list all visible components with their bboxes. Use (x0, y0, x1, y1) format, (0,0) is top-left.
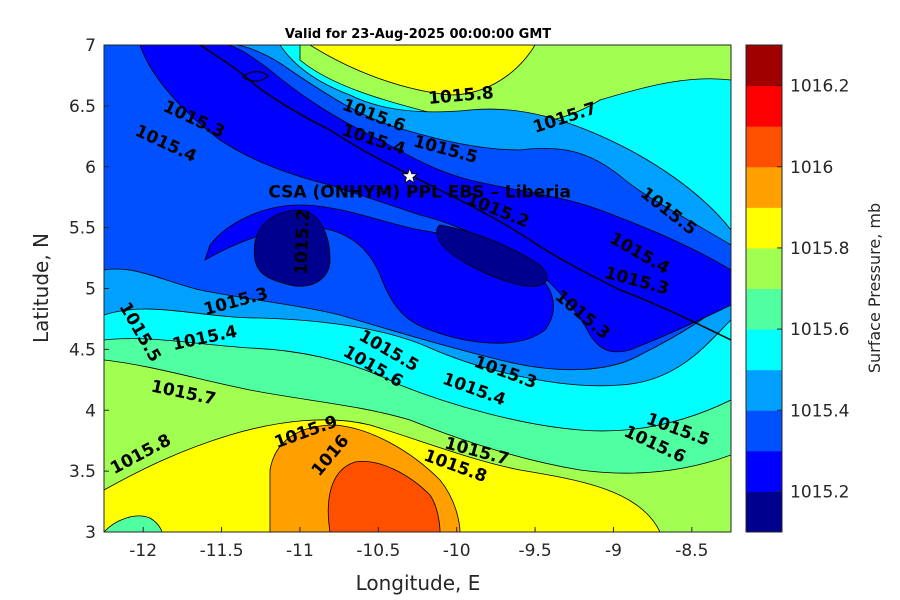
band-1015.2 (139, 45, 731, 353)
y-tick-label: 5 (85, 280, 96, 300)
y-axis-label: Latitude, N (29, 233, 53, 343)
y-axis: 3 3.5 4 4.5 5 5.5 6 6.5 7 (69, 36, 109, 543)
colorbar-swatch (746, 410, 782, 452)
colorbar-tick-label: 1015.8 (790, 239, 849, 259)
colorbar-tick-label: 1016.2 (790, 77, 849, 97)
y-tick-label: 5.5 (69, 219, 96, 239)
colorbar-tick-label: 1015.4 (790, 401, 849, 421)
x-tick-label: -8.5 (675, 541, 708, 561)
colorbar: 1015.2 1015.4 1015.6 1015.8 1016 1016.2 (745, 44, 849, 533)
colorbar-swatch (746, 247, 782, 289)
colorbar-swatch (746, 288, 782, 330)
star-icon (401, 167, 419, 184)
x-tick-label: -9.5 (518, 541, 551, 561)
x-tick-label: -11.5 (200, 541, 244, 561)
coastline-island (242, 71, 269, 82)
contour-label: 1015.2 (292, 209, 314, 275)
colorbar-swatch (746, 166, 782, 208)
site-marker (401, 167, 419, 184)
y-tick-label: 4 (85, 401, 96, 421)
colorbar-swatch (746, 450, 782, 492)
x-tick-label: -12 (129, 541, 157, 561)
y-tick-label: 6 (85, 158, 96, 178)
y-tick-label: 6.5 (69, 97, 96, 117)
x-axis-label: Longitude, E (356, 571, 481, 595)
colorbar-tick-label: 1016 (790, 158, 833, 178)
colorbar-tick-label: 1015.2 (790, 482, 849, 502)
colorbar-tick-label: 1015.6 (790, 320, 849, 340)
colorbar-swatch (746, 126, 782, 168)
colorbar-swatch (746, 491, 782, 533)
coastline (199, 45, 731, 341)
colorbar-swatch (746, 369, 782, 411)
x-tick-label: -9 (605, 541, 622, 561)
y-tick-label: 7 (85, 36, 96, 56)
band-1015.1-low (253, 209, 331, 287)
band-1015.2-southwest (204, 204, 554, 344)
y-tick-label: 3 (85, 523, 96, 543)
colorbar-swatch (746, 207, 782, 249)
colorbar-label: Surface Pressure, mb (865, 203, 884, 373)
x-tick-label: -10.5 (356, 541, 400, 561)
map-plot-area (104, 45, 731, 532)
x-tick-label: -11 (286, 541, 314, 561)
x-axis: -12 -11.5 -11 -10.5 -10 -9.5 -9 -8.5 (129, 527, 708, 561)
band-1016 (327, 461, 441, 532)
band-1015.8-north (309, 45, 536, 96)
y-tick-label: 4.5 (69, 340, 96, 360)
x-tick-label: -10 (443, 541, 471, 561)
colorbar-frame (745, 44, 783, 533)
y-tick-label: 3.5 (69, 462, 96, 482)
colorbar-swatch (746, 85, 782, 127)
pressure-contour-fill (104, 45, 731, 532)
colorbar-swatch (746, 45, 782, 87)
band-1015.6-southwest-corner (104, 515, 163, 532)
band-1015.1-low-east (436, 224, 548, 287)
site-label: CSA (ONHYM) PPL EBS – Liberia (268, 182, 571, 202)
colorbar-swatch (746, 329, 782, 371)
figure-title: Valid for 23-Aug-2025 00:00:00 GMT (285, 27, 551, 42)
